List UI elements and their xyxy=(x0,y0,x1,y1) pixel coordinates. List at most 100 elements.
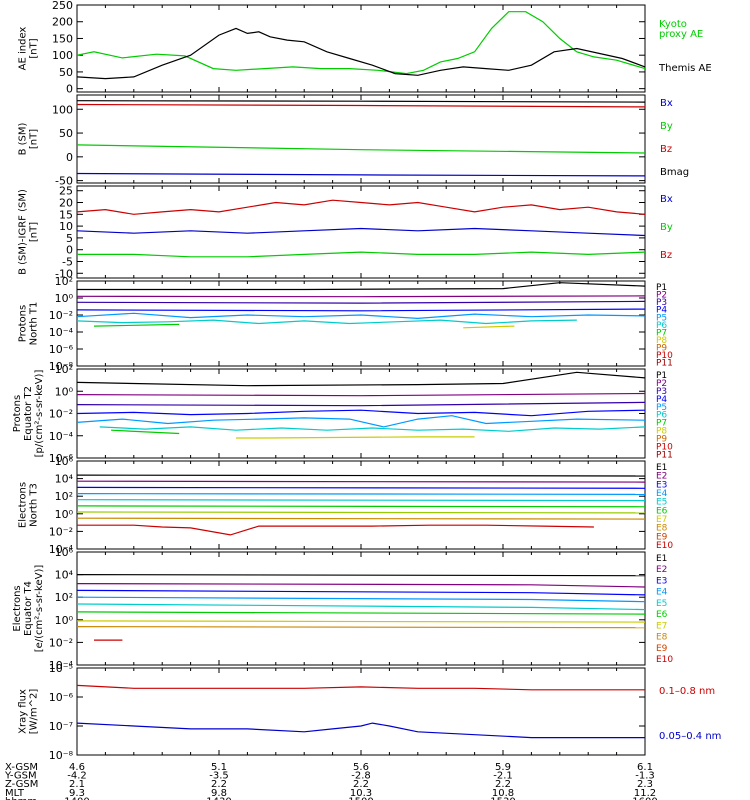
y-tick-label: 100 xyxy=(52,103,73,116)
y-tick-label: 20 xyxy=(59,197,73,210)
y-tick-label: 10⁻² xyxy=(49,309,73,322)
legend-item: P1 xyxy=(656,371,667,381)
y-tick-label: 10² xyxy=(55,275,73,288)
series-line-kyoto-proxy-ae xyxy=(76,11,646,75)
legend-item: P3 xyxy=(656,298,667,308)
ephemeris-value: 2.1 xyxy=(69,779,85,790)
y-tick-label: 10⁻² xyxy=(49,525,73,538)
legend-item: P6 xyxy=(656,321,667,331)
legend-item: Themis AE xyxy=(658,63,712,74)
y-axis-label: [p/(cm²-s-sr-keV)] xyxy=(34,370,45,458)
y-tick-label: 10⁻⁴ xyxy=(49,326,74,339)
y-axis-label: North T3 xyxy=(29,483,40,527)
ephemeris-row-label: Y-GSM xyxy=(4,771,37,782)
y-axis-label: [W/m^2] xyxy=(29,689,40,735)
ephemeris-value: 2.2 xyxy=(353,779,369,790)
y-tick-label: 15 xyxy=(59,208,73,221)
legend-item: P6 xyxy=(656,411,667,421)
y-tick-label: 50 xyxy=(59,66,73,79)
y-axis-label: [nT] xyxy=(29,129,40,149)
y-tick-label: 0 xyxy=(66,244,73,257)
legend-item: E3 xyxy=(656,480,667,490)
series-line-p1 xyxy=(76,371,646,387)
y-tick-label: -50 xyxy=(55,175,73,188)
y-tick-label: 25 xyxy=(59,185,73,198)
y-tick-label: 250 xyxy=(52,0,73,12)
y-tick-label: 10⁻⁶ xyxy=(49,691,74,704)
legend-item: 0.1–0.8 nm xyxy=(659,686,715,697)
legend-item: E8 xyxy=(656,633,668,643)
ephemeris-value: 2.2 xyxy=(211,779,227,790)
y-tick-label: 100 xyxy=(52,49,73,62)
ephemeris-value: -4.2 xyxy=(67,771,87,782)
ephemeris-row-label: X-GSM xyxy=(5,762,38,773)
series-line-0-1-0-8-nm xyxy=(76,684,645,691)
y-tick-label: 10 xyxy=(59,220,73,233)
legend-item: E3 xyxy=(656,576,667,586)
legend-item: E5 xyxy=(656,599,667,609)
y-axis-label: B (SM)-IGRF (SM) xyxy=(18,189,29,275)
legend-item: E2 xyxy=(656,472,667,482)
y-tick-label: 200 xyxy=(52,16,73,29)
series-line-e7 xyxy=(76,620,646,623)
y-tick-label: 10⁶ xyxy=(55,455,74,468)
y-tick-label: 10⁻² xyxy=(49,636,73,649)
series-line-p3 xyxy=(76,401,646,407)
legend-item: Bx xyxy=(660,194,673,205)
ephemeris-value: 4.6 xyxy=(69,762,85,773)
series-line-p7 xyxy=(93,323,180,327)
y-axis-label: [nT] xyxy=(29,222,40,242)
ephemeris-value: 1500 xyxy=(348,796,373,800)
legend-item: 0.05–0.4 nm xyxy=(659,731,721,742)
legend-item: Kyoto xyxy=(659,19,687,30)
legend-item: Bz xyxy=(660,250,672,261)
y-tick-label: 10⁻⁶ xyxy=(49,343,74,356)
series-line-e5 xyxy=(76,603,646,611)
legend-item: E6 xyxy=(656,506,668,516)
legend-item: P4 xyxy=(656,395,667,405)
ephemeris-value: -1.3 xyxy=(635,771,655,782)
ephemeris-value: -2.8 xyxy=(351,771,371,782)
series-line-p5 xyxy=(76,312,646,320)
series-line-bmag xyxy=(76,100,646,103)
series-line-p6 xyxy=(76,319,577,325)
series-line-by xyxy=(77,251,646,258)
series-line-p8 xyxy=(463,325,515,329)
series-line-bx xyxy=(76,227,646,237)
series-line-p5 xyxy=(76,415,646,428)
y-axis-label: Equator T4 xyxy=(23,581,34,636)
legend-item: E7 xyxy=(656,515,667,525)
legend-item: E1 xyxy=(656,463,667,473)
panel-frame xyxy=(76,94,646,184)
series-line-bz xyxy=(76,199,646,215)
legend-item: P1 xyxy=(656,283,667,293)
legend-item: P5 xyxy=(656,403,667,413)
y-tick-label: 10⁴ xyxy=(55,473,74,486)
series-line-p2 xyxy=(76,295,646,298)
series-line-p2 xyxy=(76,392,646,397)
series-line-e6 xyxy=(76,505,646,508)
series-line-p6 xyxy=(99,426,646,432)
ephemeris-value: 10.3 xyxy=(350,788,372,799)
panel-frame xyxy=(76,4,646,93)
series-line-0-05-0-4-nm xyxy=(76,722,645,739)
y-tick-label: -10 xyxy=(55,267,73,280)
legend-item: E8 xyxy=(656,524,668,534)
legend-item: P8 xyxy=(656,336,667,346)
y-axis-label: Protons xyxy=(12,395,23,432)
legend-item: P2 xyxy=(656,379,667,389)
ephemeris-value: 10.8 xyxy=(492,788,514,799)
ephemeris-value: -2.1 xyxy=(493,771,513,782)
y-axis-label: Electrons xyxy=(12,585,23,631)
y-tick-label: 10⁴ xyxy=(55,569,74,582)
y-axis-label: [nT] xyxy=(29,38,40,58)
y-tick-label: 10⁰ xyxy=(55,614,74,627)
legend-item: P10 xyxy=(656,442,673,452)
legend-item: P7 xyxy=(656,419,667,429)
ephemeris-value: 9.3 xyxy=(69,788,85,799)
series-line-e3 xyxy=(76,589,646,596)
y-tick-label: 5 xyxy=(66,232,73,245)
legend-item: P10 xyxy=(656,351,673,361)
